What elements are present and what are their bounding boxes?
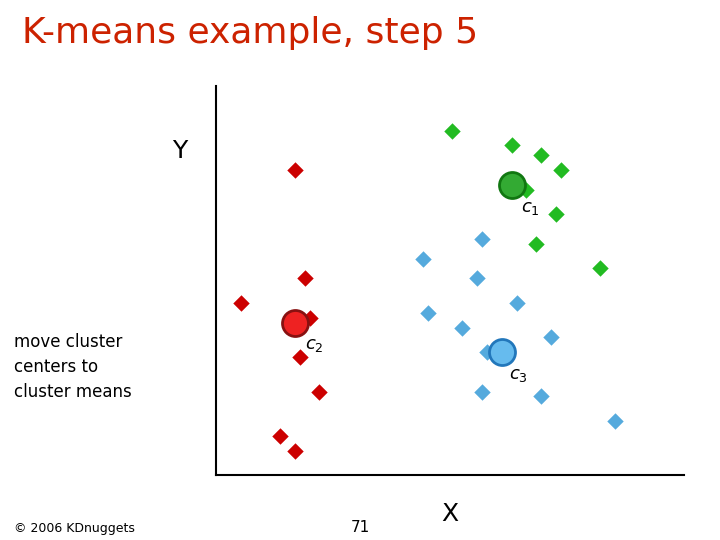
Point bbox=[422, 308, 433, 317]
Point bbox=[417, 254, 428, 263]
Point bbox=[506, 141, 518, 150]
Text: $c_1$: $c_1$ bbox=[521, 199, 540, 217]
Point bbox=[476, 235, 487, 244]
Point bbox=[299, 274, 310, 282]
Text: $c_3$: $c_3$ bbox=[509, 366, 528, 384]
Point bbox=[496, 348, 508, 356]
Text: 71: 71 bbox=[351, 519, 369, 535]
Point bbox=[550, 210, 562, 219]
Point bbox=[595, 264, 606, 273]
Point bbox=[289, 166, 300, 174]
Point bbox=[510, 299, 522, 307]
Point bbox=[531, 240, 542, 248]
Point bbox=[545, 333, 557, 342]
Point bbox=[521, 185, 532, 194]
Point bbox=[481, 348, 492, 356]
Point bbox=[476, 387, 487, 396]
Text: move cluster
centers to
cluster means: move cluster centers to cluster means bbox=[14, 333, 132, 401]
Point bbox=[456, 323, 468, 332]
Text: Y: Y bbox=[172, 139, 187, 163]
Point bbox=[289, 318, 300, 327]
Point bbox=[536, 151, 547, 160]
Text: X: X bbox=[441, 502, 459, 526]
Text: © 2006 KDnuggets: © 2006 KDnuggets bbox=[14, 522, 135, 535]
Point bbox=[506, 180, 518, 189]
Text: $c_2$: $c_2$ bbox=[305, 336, 323, 354]
Point bbox=[472, 274, 483, 282]
Point bbox=[536, 392, 547, 401]
Point bbox=[294, 353, 305, 361]
Point bbox=[274, 431, 286, 440]
Point bbox=[289, 446, 300, 455]
Point bbox=[555, 166, 567, 174]
Point bbox=[304, 313, 315, 322]
Point bbox=[235, 299, 246, 307]
Point bbox=[609, 417, 621, 426]
Text: K-means example, step 5: K-means example, step 5 bbox=[22, 16, 478, 50]
Point bbox=[446, 126, 458, 135]
Point bbox=[314, 387, 325, 396]
